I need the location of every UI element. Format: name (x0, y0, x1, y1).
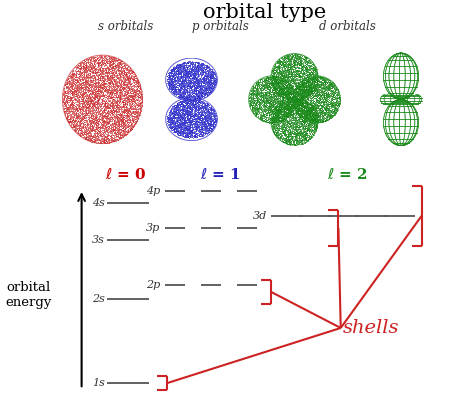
Text: 4s: 4s (92, 199, 105, 208)
Text: $\ell$ = 0: $\ell$ = 0 (105, 167, 146, 182)
Text: shells: shells (343, 319, 400, 337)
Text: 2p: 2p (146, 280, 160, 290)
Text: 1s: 1s (92, 378, 105, 388)
Text: 2s: 2s (92, 294, 105, 305)
Text: d orbitals: d orbitals (319, 20, 376, 33)
Text: s orbitals: s orbitals (98, 20, 153, 33)
Text: $\ell$ = 1: $\ell$ = 1 (200, 167, 241, 182)
Text: orbital type: orbital type (203, 3, 326, 23)
Text: $\ell$ = 2: $\ell$ = 2 (327, 167, 368, 182)
Text: orbital
energy: orbital energy (5, 281, 52, 309)
Text: p orbitals: p orbitals (192, 20, 249, 33)
Text: 3s: 3s (92, 235, 105, 245)
Text: 3d: 3d (253, 211, 267, 221)
Text: 4p: 4p (146, 186, 160, 196)
Text: 3p: 3p (146, 223, 160, 233)
